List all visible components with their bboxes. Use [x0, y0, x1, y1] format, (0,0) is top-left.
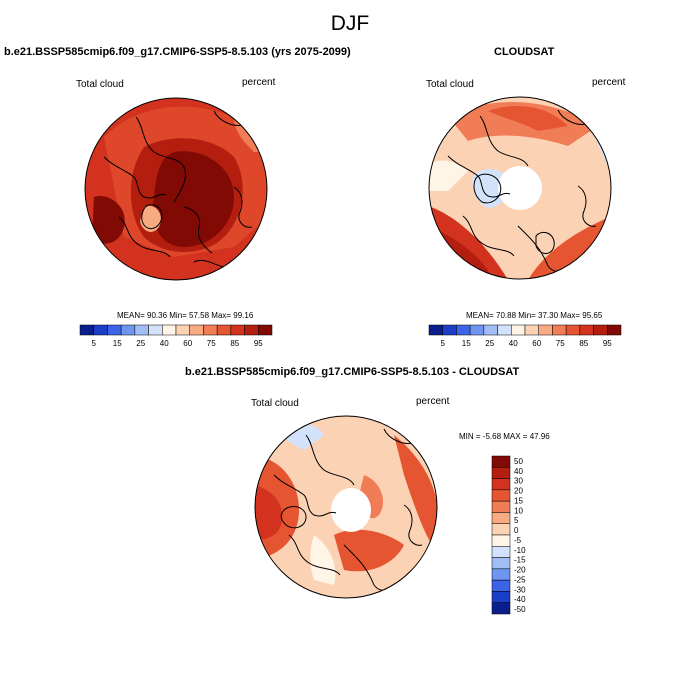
- colorbar-swatch: [483, 324, 498, 336]
- colorbar-swatch: [230, 324, 245, 336]
- panel-1-colorbar: 5 15 25 40 60 75 85 95: [79, 324, 273, 348]
- colorbar-swatch: [491, 478, 511, 491]
- colorbar-tick-label: -10: [514, 546, 526, 555]
- colorbar-swatch: [148, 324, 163, 336]
- colorbar-tick-label: 60: [183, 339, 192, 348]
- colorbar-tick-label: 40: [160, 339, 169, 348]
- colorbar-swatch: [107, 324, 122, 336]
- panel-2-stats: MEAN= 70.88 Min= 37.30 Max= 95.65: [466, 311, 603, 320]
- colorbar-swatch: [93, 324, 108, 336]
- colorbar-tick-label: 15: [113, 339, 122, 348]
- colorbar-swatch: [491, 512, 511, 524]
- colorbar-swatch: [491, 489, 511, 502]
- colorbar-tick-label: 0: [514, 526, 519, 535]
- colorbar-swatch: [491, 500, 511, 513]
- colorbar-tick-label: -25: [514, 575, 526, 584]
- colorbar-swatch: [258, 324, 273, 336]
- colorbar-swatch: [428, 324, 443, 336]
- colorbar-swatch: [491, 568, 511, 581]
- colorbar-tick-label: 40: [514, 467, 523, 476]
- colorbar-tick-label: 15: [514, 496, 523, 505]
- colorbar-swatch: [469, 324, 485, 336]
- colorbar-tick-label: 20: [514, 487, 523, 496]
- colorbar-swatch: [524, 324, 539, 336]
- colorbar-swatch: [203, 324, 218, 336]
- colorbar-swatch: [120, 324, 136, 336]
- colorbar-tick-label: 60: [532, 339, 541, 348]
- colorbar-swatch: [565, 324, 581, 336]
- colorbar-swatch: [491, 591, 511, 603]
- colorbar-tick-label: 30: [514, 477, 523, 486]
- colorbar-tick-label: 85: [579, 339, 588, 348]
- colorbar-swatch: [491, 557, 511, 570]
- panel-3-title: b.e21.BSSP585cmip6.f09_g17.CMIP6-SSP5-8.…: [185, 366, 520, 378]
- panel-2-colorbar: 5 15 25 40 60 75 85 95: [428, 324, 622, 348]
- figure-title: DJF: [330, 12, 370, 35]
- colorbar-tick-label: 85: [230, 339, 239, 348]
- colorbar-tick-label: 25: [136, 339, 145, 348]
- colorbar-tick-label: -30: [514, 585, 526, 594]
- colorbar-swatch: [442, 324, 457, 336]
- colorbar-swatch: [491, 455, 511, 468]
- colorbar-swatch: [607, 324, 622, 336]
- colorbar-tick-label: 40: [509, 339, 518, 348]
- panel-2-variable-label: Total cloud: [426, 79, 474, 90]
- colorbar-swatch: [175, 324, 190, 336]
- colorbar-swatch: [244, 324, 259, 336]
- colorbar-swatch: [491, 467, 511, 479]
- colorbar-swatch: [189, 324, 204, 336]
- colorbar-tick-label: 15: [462, 339, 471, 348]
- panel-3-variable-label: Total cloud: [251, 398, 299, 409]
- colorbar-swatch: [491, 579, 511, 592]
- colorbar-swatch: [511, 324, 526, 336]
- colorbar-swatch: [456, 324, 471, 336]
- colorbar-swatch: [491, 523, 511, 536]
- colorbar-tick-label: 75: [207, 339, 216, 348]
- colorbar-tick-label: 5: [440, 339, 445, 348]
- colorbar-swatch: [162, 324, 177, 336]
- panel-2-units-label: percent: [592, 77, 626, 88]
- colorbar-tick-label: -5: [514, 536, 522, 545]
- colorbar-swatch: [79, 324, 94, 336]
- colorbar-tick-label: 10: [514, 506, 523, 515]
- colorbar-swatch: [552, 324, 567, 336]
- colorbar-tick-label: 75: [556, 339, 565, 348]
- panel-1-variable-label: Total cloud: [76, 79, 124, 90]
- colorbar-swatch: [134, 324, 149, 336]
- colorbar-tick-label: 95: [603, 339, 612, 348]
- colorbar-tick-label: -15: [514, 556, 526, 565]
- colorbar-tick-label: -50: [514, 605, 526, 614]
- colorbar-swatch: [216, 324, 232, 336]
- colorbar-swatch: [497, 324, 512, 336]
- panel-1-stats: MEAN= 90.36 Min= 57.58 Max= 99.16: [117, 311, 254, 320]
- panel-1-units-label: percent: [242, 77, 276, 88]
- colorbar-tick-label: 25: [485, 339, 494, 348]
- colorbar-swatch: [593, 324, 608, 336]
- panel-1-title: b.e21.BSSP585cmip6.f09_g17.CMIP6-SSP5-8.…: [4, 46, 351, 58]
- colorbar-swatch: [579, 324, 594, 336]
- panel-3-stats: MIN = -5.68 MAX = 47.96: [459, 432, 550, 441]
- panel-2-title: CLOUDSAT: [494, 46, 555, 58]
- map-panel-1: [84, 97, 268, 281]
- map-panel-3: [254, 415, 438, 599]
- map-panel-2: [428, 96, 612, 280]
- colorbar-tick-label: 50: [514, 457, 523, 466]
- colorbar-swatch: [491, 534, 511, 547]
- colorbar-swatch: [491, 602, 511, 615]
- colorbar-swatch: [538, 324, 553, 336]
- colorbar-swatch: [491, 546, 511, 558]
- colorbar-tick-label: 95: [254, 339, 263, 348]
- colorbar-tick-label: -40: [514, 595, 526, 604]
- colorbar-tick-label: -20: [514, 566, 526, 575]
- panel-3-units-label: percent: [416, 396, 450, 407]
- colorbar-tick-label: 5: [91, 339, 96, 348]
- colorbar-tick-label: 5: [514, 516, 519, 525]
